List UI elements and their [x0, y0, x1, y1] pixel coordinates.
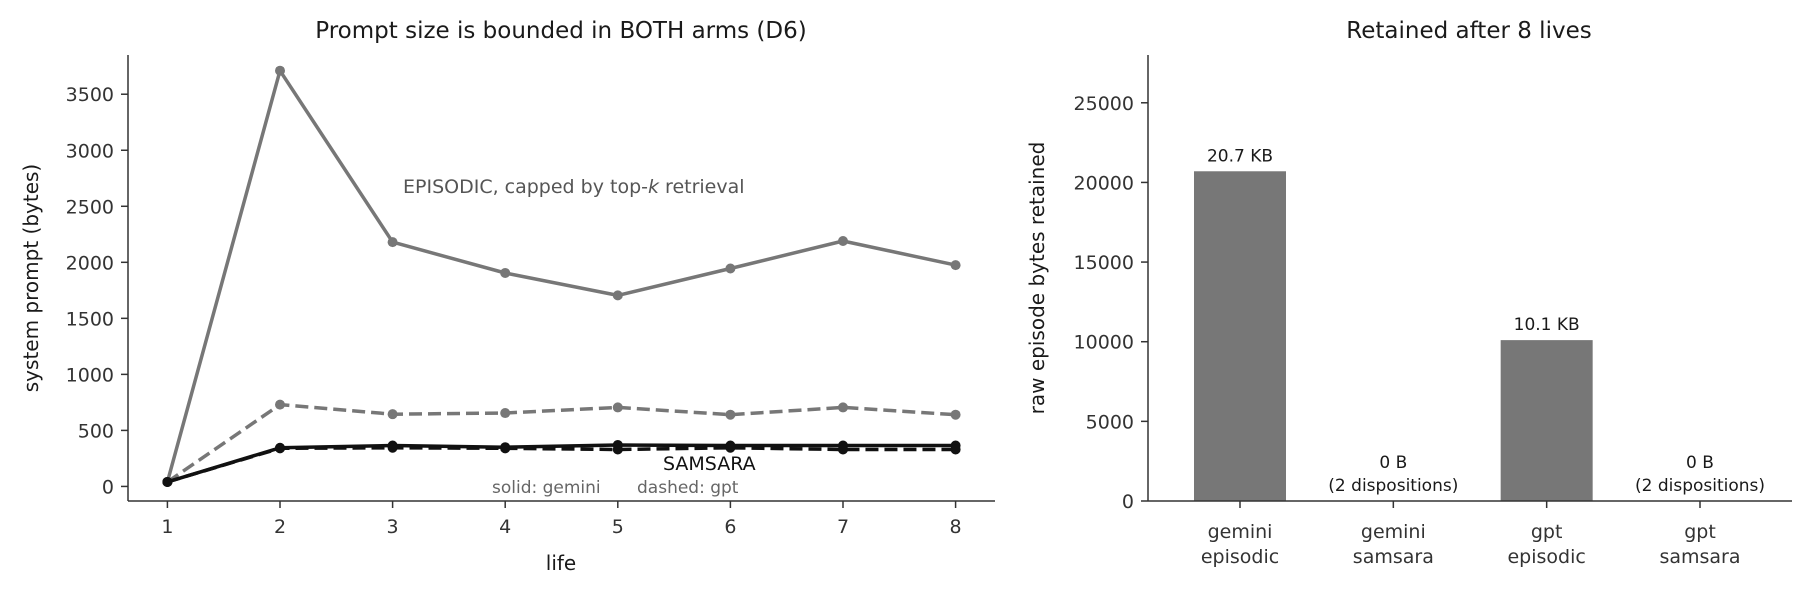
left-y-tick-label: 3500	[66, 84, 114, 106]
right-x-tick-label: gemini	[1361, 521, 1426, 543]
episodic-annotation-k: k	[648, 176, 660, 198]
series-point-0	[837, 236, 848, 247]
bar-value-label: 0 B	[1686, 453, 1714, 473]
line-chart-panel: Prompt size is bounded in BOTH arms (D6)…	[19, 18, 995, 575]
left-x-tick-label: 3	[387, 516, 399, 538]
series-point-3	[837, 444, 848, 455]
left-y-tick-label: 2500	[66, 196, 114, 218]
left-x-tick-label: 2	[274, 516, 286, 538]
samsara-annotation: SAMSARA	[663, 453, 756, 475]
episodic-annotation-prefix: EPISODIC, capped by top-	[403, 176, 648, 198]
series-point-1	[612, 402, 623, 413]
series-line-3	[166, 446, 956, 484]
series-point-1	[275, 399, 286, 410]
series-line-0	[165, 68, 956, 483]
episodic-annotation: EPISODIC, capped by top-k retrieval	[403, 176, 745, 198]
left-y-axis-label: system prompt (bytes)	[19, 164, 43, 392]
left-y-tick-label: 3000	[66, 140, 114, 162]
series-point-0	[500, 267, 511, 278]
series-point-0	[725, 263, 736, 274]
series-point-0	[950, 260, 961, 271]
bar-value-label: 20.7 KB	[1207, 146, 1273, 166]
right-bars-group: 20.7 KB 0 B (2 dispositions) 10.1 KB 0 B (2 d…	[1194, 146, 1765, 501]
series-point-3	[387, 442, 398, 453]
series-point-1	[500, 408, 511, 419]
right-y-tick-label: 15000	[1074, 252, 1134, 274]
left-x-tick-label: 4	[499, 516, 511, 538]
right-y-axis-label: raw episode bytes retained	[1025, 142, 1049, 415]
series-point-3	[162, 476, 173, 487]
bar-value-label: 10.1 KB	[1514, 315, 1580, 335]
dashed-line-note: dashed: gpt	[637, 478, 739, 498]
series-point-3	[725, 442, 736, 453]
right-x-tick-label: episodic	[1201, 546, 1279, 568]
right-y-tick-label: 10000	[1074, 332, 1134, 354]
solid-line-note: solid: gemini	[492, 478, 601, 498]
left-y-ticks: 0 500 1000 1500 2000 2500 3000 3500	[66, 84, 128, 498]
bar-value-label: 0 B	[1379, 453, 1407, 473]
series-point-1	[387, 409, 398, 420]
right-x-ticks: gemini episodic gemini samsara gpt episodic gp…	[1201, 501, 1741, 568]
bar-chart-panel: Retained after 8 lives 0 5000 10000 15000 20…	[1025, 18, 1792, 568]
series-point-0	[387, 237, 398, 248]
series-point-3	[612, 444, 623, 455]
left-x-tick-label: 8	[950, 516, 962, 538]
left-x-ticks: 1 2 3 4 5 6 7 8	[161, 501, 962, 538]
left-x-tick-label: 7	[837, 516, 849, 538]
right-x-tick-label: gemini	[1208, 521, 1273, 543]
left-x-tick-label: 1	[161, 516, 173, 538]
right-y-tick-label: 20000	[1074, 172, 1134, 194]
bar-chart-title: Retained after 8 lives	[1346, 18, 1591, 44]
bar	[1194, 171, 1286, 501]
right-x-tick-label: samsara	[1659, 546, 1740, 568]
episodic-annotation-suffix: retrieval	[659, 176, 745, 198]
bar	[1500, 340, 1593, 501]
right-y-tick-label: 0	[1122, 491, 1134, 513]
left-x-tick-label: 5	[612, 516, 624, 538]
series-point-0	[612, 290, 623, 301]
left-y-tick-label: 2000	[66, 252, 114, 274]
right-y-tick-label: 25000	[1074, 93, 1134, 115]
series-point-0	[275, 65, 286, 76]
left-x-tick-label: 6	[724, 516, 736, 538]
series-point-3	[275, 443, 286, 454]
right-y-tick-label: 5000	[1086, 411, 1134, 433]
series-point-3	[500, 443, 511, 454]
bar-value-label: (2 dispositions)	[1328, 476, 1458, 496]
left-y-tick-label: 0	[102, 476, 114, 498]
right-x-tick-label: episodic	[1507, 546, 1585, 568]
series-line-1	[166, 402, 956, 484]
series-point-3	[950, 444, 961, 455]
series-point-1	[837, 402, 848, 413]
line-chart-title: Prompt size is bounded in BOTH arms (D6)	[315, 18, 806, 44]
series-point-1	[950, 409, 961, 420]
right-x-tick-label: gpt	[1531, 521, 1563, 543]
left-x-axis-label: life	[546, 551, 576, 575]
right-y-ticks: 0 5000 10000 15000 20000 25000	[1074, 93, 1148, 513]
right-x-tick-label: gpt	[1684, 521, 1716, 543]
right-x-tick-label: samsara	[1353, 546, 1434, 568]
left-y-tick-label: 500	[78, 420, 114, 442]
bar-value-label: (2 dispositions)	[1635, 476, 1765, 496]
series-point-1	[725, 409, 736, 420]
left-series-group	[162, 65, 961, 487]
left-y-tick-label: 1500	[66, 308, 114, 330]
left-y-tick-label: 1000	[66, 364, 114, 386]
